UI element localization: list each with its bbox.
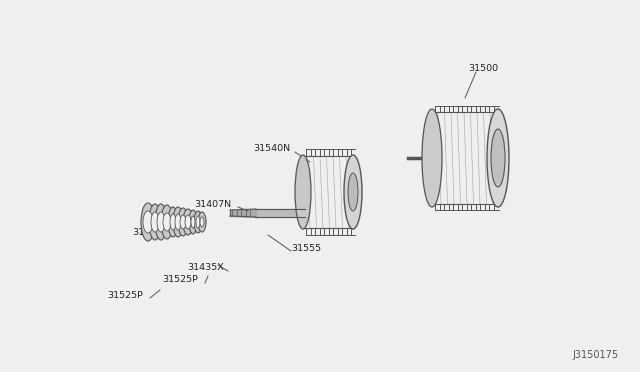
Ellipse shape bbox=[170, 214, 176, 230]
Ellipse shape bbox=[149, 204, 161, 240]
Text: 31525P: 31525P bbox=[147, 214, 183, 222]
Ellipse shape bbox=[196, 216, 200, 228]
Text: 31525P: 31525P bbox=[132, 228, 168, 237]
Ellipse shape bbox=[200, 217, 204, 227]
Text: 31525P: 31525P bbox=[107, 291, 143, 299]
Ellipse shape bbox=[175, 214, 181, 230]
Ellipse shape bbox=[422, 109, 442, 207]
Text: 31525P: 31525P bbox=[162, 276, 198, 285]
Ellipse shape bbox=[178, 208, 188, 236]
Text: 31500: 31500 bbox=[468, 64, 498, 73]
Ellipse shape bbox=[185, 215, 191, 229]
Ellipse shape bbox=[194, 211, 202, 233]
Ellipse shape bbox=[155, 204, 167, 240]
Ellipse shape bbox=[157, 212, 165, 232]
Ellipse shape bbox=[491, 129, 505, 187]
Ellipse shape bbox=[163, 213, 171, 231]
Ellipse shape bbox=[143, 211, 153, 233]
Text: 31407N: 31407N bbox=[194, 199, 231, 208]
Ellipse shape bbox=[295, 155, 311, 229]
Ellipse shape bbox=[180, 215, 186, 229]
Ellipse shape bbox=[183, 209, 193, 235]
Ellipse shape bbox=[173, 207, 183, 237]
Ellipse shape bbox=[141, 203, 155, 241]
Ellipse shape bbox=[344, 155, 362, 229]
Ellipse shape bbox=[189, 210, 197, 234]
Text: 31435X: 31435X bbox=[187, 263, 224, 273]
Ellipse shape bbox=[348, 173, 358, 211]
Ellipse shape bbox=[191, 216, 195, 228]
Text: J3150175: J3150175 bbox=[572, 350, 618, 360]
Text: 31540N: 31540N bbox=[253, 144, 290, 153]
Ellipse shape bbox=[168, 207, 178, 237]
Ellipse shape bbox=[198, 212, 206, 232]
Text: 31555: 31555 bbox=[291, 244, 321, 253]
Ellipse shape bbox=[151, 212, 159, 232]
Ellipse shape bbox=[161, 205, 173, 239]
Ellipse shape bbox=[487, 109, 509, 207]
